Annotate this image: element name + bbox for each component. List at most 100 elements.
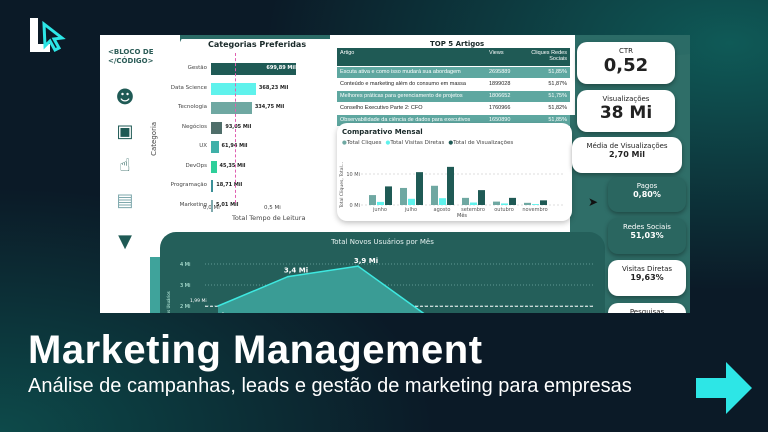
category-label: Programação [170, 182, 207, 188]
bar-value-label: 18,71 Mil [216, 182, 243, 188]
table-cell: 1899028 [489, 81, 511, 88]
reference-line [235, 53, 237, 203]
monthly-comparison-card: Comparativo Mensal ●Total Cliques ●Total … [337, 123, 572, 221]
kpi-card[interactable]: Redes Sociais 51,03% [608, 218, 686, 254]
kpi-value: 38 Mi [599, 103, 653, 123]
arrow-right-icon [696, 362, 752, 414]
column-chart-title: Comparativo Mensal [342, 128, 423, 136]
mouse-cursor-icon: ➤ [588, 195, 599, 209]
legend-dot: ● [385, 140, 391, 146]
kpi-label: Pesquisas [629, 308, 665, 313]
legend-label: Total de Visualizações [453, 140, 514, 146]
bar [211, 141, 219, 153]
kpi-value: 2,70 Mil [609, 150, 645, 159]
legend-item[interactable]: ●Total de Visualizações [448, 140, 513, 146]
legend-dot: ● [448, 140, 454, 146]
y-tick: 2 Mi [180, 304, 190, 310]
header-artigo[interactable]: Artigo [340, 50, 355, 56]
y-tick: 0 Mi [350, 203, 360, 209]
legend-dot: ● [342, 140, 347, 146]
reference-label: 1,99 Mi [190, 298, 207, 304]
kpi-value: 0,52 [603, 55, 649, 76]
column-bar [416, 172, 423, 205]
column-bar [385, 186, 392, 205]
table-cell: 1760966 [489, 105, 511, 112]
touch-hand-icon[interactable]: ☝ [119, 155, 131, 176]
bar-value-label: 45,35 Mil [219, 162, 246, 169]
legend-item[interactable]: ●Total Visitas Diretas [386, 140, 445, 146]
column-bar [400, 187, 407, 205]
column-bar [532, 204, 539, 205]
bar-value-label: 368,23 Mil [258, 84, 289, 91]
bar-chart-title: Categorias Preferidas [208, 40, 307, 49]
kpi-card[interactable]: Pagos 0,80% [608, 177, 686, 212]
headline-subtitle: Análise de campanhas, leads e gestão de … [28, 375, 632, 397]
data-point [217, 305, 219, 307]
news-icon[interactable]: ▤ [116, 190, 134, 211]
column-bar [439, 198, 446, 205]
kpi-card[interactable]: CTR 0,52 [577, 42, 675, 84]
y-tick: 3 Mi [180, 283, 190, 289]
kpi-card[interactable]: Média de Visualizações 2,70 Mil [572, 137, 682, 173]
table-header: Artigo Views Cliques Redes Sociais [337, 48, 570, 66]
table-cell: Observabilidade da ciência de dados para… [340, 117, 471, 124]
column-chart: Total Cliques, Total... 0 Mi 10 Mi junho jul… [339, 162, 565, 213]
column-bar [369, 195, 376, 205]
kpi-card[interactable]: Pesquisas [608, 303, 686, 313]
column-bar [431, 185, 438, 205]
x-tick: setembro [461, 207, 485, 213]
kpi-card[interactable]: Visitas Diretas 19,63% [608, 260, 686, 296]
legend-item[interactable]: ●Total Cliques [342, 140, 382, 146]
x-tick: junho [372, 207, 387, 213]
table-title: TOP 5 Artigos [430, 40, 485, 48]
column-bar [509, 197, 516, 205]
table-cell: 1806652 [489, 93, 511, 100]
bar [211, 82, 256, 95]
table-row[interactable]: Observabilidade da ciência de dados para… [337, 115, 570, 126]
bar [211, 160, 217, 173]
area-fill [218, 266, 424, 313]
new-users-card: Total Novos Usuários por Mês 4 Mi 3 Mi 2 M… [160, 232, 605, 313]
table-cell: Melhores práticas para gerenciamento de … [340, 93, 463, 100]
top-articles-table: Artigo Views Cliques Redes Sociais Escut… [337, 47, 570, 126]
x-tick: outubro [494, 207, 514, 213]
kpi-card[interactable]: Visualizações 38 Mi [577, 90, 675, 132]
logo-l-cursor-icon [30, 18, 66, 52]
category-label: UX [199, 143, 207, 149]
line-chart-ylabel: Total Novos Usuários [166, 291, 171, 313]
category-label: DevOps [185, 162, 207, 169]
header-views[interactable]: Views [489, 50, 504, 56]
bar [211, 63, 297, 75]
kpi-label: Visitas Diretas [621, 265, 673, 273]
kpi-label: Visualizações [602, 95, 650, 103]
bar-value-label: 334,75 Mil [254, 104, 285, 110]
table-cell: 2695889 [489, 69, 511, 76]
y-tick: 4 Mi [180, 262, 190, 268]
presentation-chart-icon[interactable]: ▣ [116, 121, 134, 142]
table-row[interactable]: Melhores práticas para gerenciamento de … [337, 91, 570, 102]
column-bar [408, 198, 415, 205]
column-bar [493, 201, 500, 205]
x-tick: 0,5 Mi [264, 205, 281, 211]
column-chart-xlabel: Mês [457, 213, 467, 219]
table-row[interactable]: Conselho Executivo Parte 2: CFO 1760966 51… [337, 103, 570, 114]
table-cell: 1650890 [489, 117, 511, 124]
kpi-label: Média de Visualizações [586, 142, 668, 150]
x-tick: novembro [522, 207, 547, 213]
filter-icon[interactable]: ▼ [118, 231, 132, 252]
bar [211, 199, 213, 212]
legend-label: Total Visitas Diretas [390, 140, 445, 146]
legend-label: Total Cliques [346, 140, 382, 146]
table-cell: Conteúdo e marketing além do consumo em … [340, 81, 466, 88]
kpi-label: Pagos [636, 182, 658, 190]
column-bar [524, 202, 531, 205]
header-cliques[interactable]: Cliques Redes Sociais [531, 50, 567, 63]
kpi-value: 51,03% [630, 231, 664, 240]
category-label: Marketing [179, 201, 207, 208]
table-row[interactable]: Conteúdo e marketing além do consumo em … [337, 79, 570, 90]
table-row[interactable]: Escuta ativa e como isso mudará sua abor… [337, 67, 570, 78]
kpi-label: Redes Sociais [623, 223, 671, 231]
user-icon[interactable]: ☻ [115, 87, 135, 108]
table-cell: 51,87% [548, 81, 567, 88]
